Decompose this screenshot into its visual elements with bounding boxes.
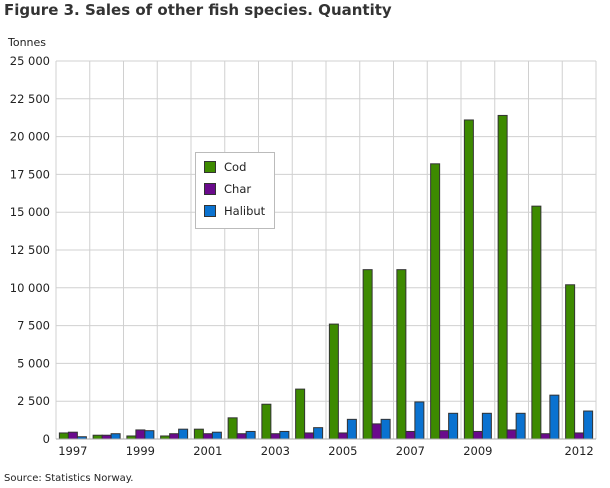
bar-cod-2010 [497,114,508,440]
bar-char-2003 [270,433,281,440]
bar-char-2008 [439,430,450,440]
legend-label: Cod [224,160,247,174]
bar-cod-2011 [531,205,542,440]
y-tick-label: 0 [43,432,50,446]
y-tick-label: 20 000 [10,130,50,144]
bar-char-1999 [135,429,146,440]
x-tick-label: 2003 [261,444,290,458]
legend-swatch [204,205,216,217]
legend-swatch [204,161,216,173]
legend-swatch [204,183,216,195]
legend-label: Halibut [224,204,266,218]
y-tick-label: 2 500 [17,394,50,408]
bar-halibut-2012 [583,410,594,440]
bar-halibut-2011 [549,394,560,440]
bar-char-1997 [67,431,78,440]
bar-halibut-2009 [481,412,492,440]
bar-halibut-2008 [448,412,459,440]
y-tick-label: 15 000 [10,205,50,219]
bar-cod-2003 [261,403,272,440]
bar-halibut-2005 [346,418,357,440]
y-tick-label: 5 000 [17,356,50,370]
bar-halibut-2003 [279,430,290,440]
bar-cod-1998 [92,434,103,440]
y-tick-label: 17 500 [10,167,50,181]
bar-cod-2007 [396,269,407,440]
bar-halibut-2001 [211,431,222,440]
bar-halibut-2010 [515,412,526,440]
bar-char-2001 [202,433,213,440]
bar-cod-2004 [295,388,306,440]
x-tick-label: 2009 [463,444,492,458]
x-tick-label: 2012 [564,444,593,458]
x-tick-label: 2007 [396,444,425,458]
bar-halibut-2000 [178,428,189,440]
bar-char-2006 [371,423,382,440]
bar-char-2002 [236,433,247,440]
y-tick-label: 22 500 [10,92,50,106]
y-tick-label: 10 000 [10,281,50,295]
legend-item: Cod [204,156,274,178]
legend-label: Char [224,182,252,196]
y-axis-label: Tonnes [8,36,47,49]
bar-halibut-2007 [414,401,425,440]
x-tick-label: 1997 [58,444,87,458]
legend: Cod Char Halibut [195,152,275,229]
bar-char-1998 [101,434,112,440]
bar-char-2009 [472,430,483,440]
bar-cod-1997 [58,432,69,440]
bar-cod-2012 [565,284,576,440]
legend-item: Halibut [204,200,274,222]
bar-char-2004 [304,432,315,440]
bar-halibut-2002 [245,430,256,440]
bar-halibut-2006 [380,418,391,440]
bar-cod-2002 [227,417,238,440]
bar-halibut-1999 [144,430,155,440]
bar-char-2012 [574,432,585,440]
bar-cod-2009 [463,119,474,440]
bar-cod-2006 [362,269,373,440]
bar-cod-2005 [328,323,339,440]
y-tick-label: 12 500 [10,243,50,257]
bar-halibut-1998 [110,433,121,440]
source-note: Source: Statistics Norway. [4,473,134,484]
bar-char-2000 [169,433,180,440]
bar-cod-2008 [430,163,441,440]
y-tick-label: 25 000 [10,54,50,68]
chart-title: Figure 3. Sales of other fish species. Q… [4,1,392,19]
x-tick-label: 2005 [328,444,357,458]
x-tick-label: 2001 [193,444,222,458]
bar-char-2010 [506,429,517,440]
legend-item: Char [204,178,274,200]
bar-char-2005 [337,432,348,440]
bar-halibut-2004 [313,427,324,440]
bar-cod-2001 [193,428,204,440]
bar-char-2011 [540,433,551,440]
x-tick-label: 1999 [126,444,155,458]
bar-char-2007 [405,430,416,440]
y-tick-label: 7 500 [17,319,50,333]
